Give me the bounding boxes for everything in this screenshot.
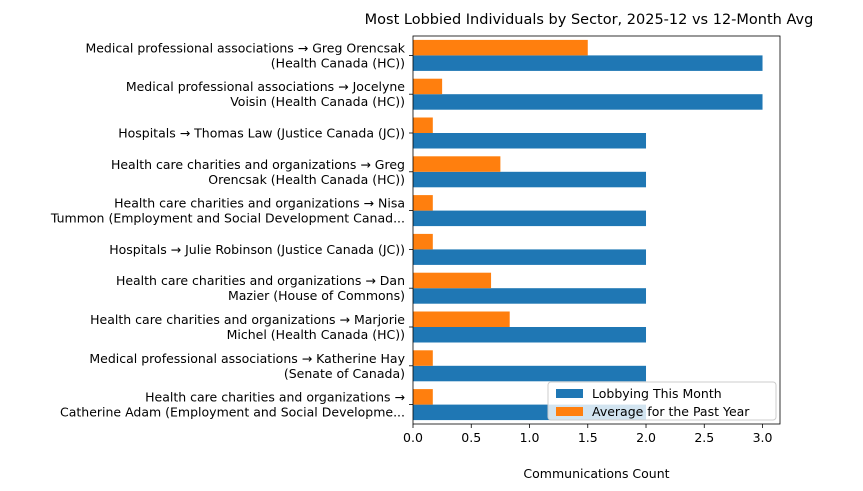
bar-this-month-6: [413, 249, 647, 265]
y-axis: Medical professional associations → Greg…: [50, 40, 413, 420]
bar-this-month-7: [413, 288, 647, 304]
chart-title: Most Lobbied Individuals by Sector, 2025…: [365, 12, 814, 28]
y-tick-label: Health care charities and organizations …: [116, 273, 405, 288]
legend: Lobbying This Month Average for the Past …: [547, 381, 777, 421]
bar-this-month-9: [413, 365, 647, 382]
bar-avg-past-year-10: [413, 389, 433, 405]
x-tick-label: 2.5: [694, 430, 714, 445]
legend-label: Average for the Past Year: [592, 404, 750, 419]
y-tick-label: Hospitals → Thomas Law (Justice Canada (…: [118, 126, 405, 141]
y-tick-label: Medical professional associations → Joce…: [126, 79, 405, 94]
legend-swatch: [556, 389, 583, 398]
x-tick-label: 1.0: [520, 430, 540, 445]
y-tick-label: Michel (Health Canada (HC)): [227, 327, 405, 342]
y-tick-label: Hospitals → Julie Robinson (Justice Cana…: [109, 242, 405, 257]
bars-layer: [413, 39, 763, 421]
x-tick-label: 1.5: [578, 430, 598, 445]
y-tick-label: Medical professional associations → Greg…: [85, 40, 405, 55]
bar-avg-past-year-5: [413, 195, 433, 211]
bar-this-month-8: [413, 327, 647, 343]
bar-this-month-3: [413, 133, 647, 149]
legend-swatch: [556, 407, 583, 416]
bar-avg-past-year-1: [413, 39, 588, 56]
bar-avg-past-year-6: [413, 233, 433, 250]
y-tick-label: Orencsak (Health Canada (HC)): [208, 172, 405, 187]
y-tick-label: Catherine Adam (Employment and Social De…: [60, 405, 405, 420]
bar-this-month-5: [413, 210, 647, 227]
y-tick-label: Voisin (Health Canada (HC)): [230, 94, 405, 109]
legend-box: [547, 381, 777, 421]
y-tick-label: Health care charities and organizations …: [111, 157, 405, 172]
y-tick-label: Tummon (Employment and Social Developmen…: [50, 211, 405, 226]
plot-frame: [412, 35, 781, 425]
x-axis-label: Communications Count: [523, 466, 669, 481]
bar-avg-past-year-7: [413, 272, 492, 289]
y-tick-label: Health care charities and organizations …: [90, 312, 405, 327]
bar-avg-past-year-8: [413, 311, 510, 327]
y-tick-label: Health care charities and organizations …: [145, 390, 405, 405]
x-tick-label: 0.0: [403, 430, 423, 445]
bar-avg-past-year-9: [413, 350, 433, 366]
bar-avg-past-year-4: [413, 156, 501, 172]
y-tick-label: Medical professional associations → Kath…: [89, 351, 405, 366]
bar-this-month-4: [413, 171, 647, 188]
bar-avg-past-year-3: [413, 117, 433, 133]
y-tick-label: Health care charities and organizations …: [114, 196, 405, 211]
x-tick-label: 2.0: [636, 430, 656, 445]
bar-avg-past-year-2: [413, 78, 443, 95]
x-axis: 0.0 0.5 1.0 1.5 2.0 2.5 3.0: [403, 424, 773, 445]
y-tick-label: (Senate of Canada): [284, 366, 405, 381]
bar-this-month-2: [413, 94, 763, 110]
y-tick-label: (Health Canada (HC)): [271, 55, 405, 70]
bar-this-month-1: [413, 55, 763, 71]
y-tick-label: Mazier (House of Commons): [228, 288, 405, 303]
x-tick-label: 3.0: [753, 430, 773, 445]
legend-label: Lobbying This Month: [592, 386, 722, 401]
x-tick-label: 0.5: [461, 430, 481, 445]
